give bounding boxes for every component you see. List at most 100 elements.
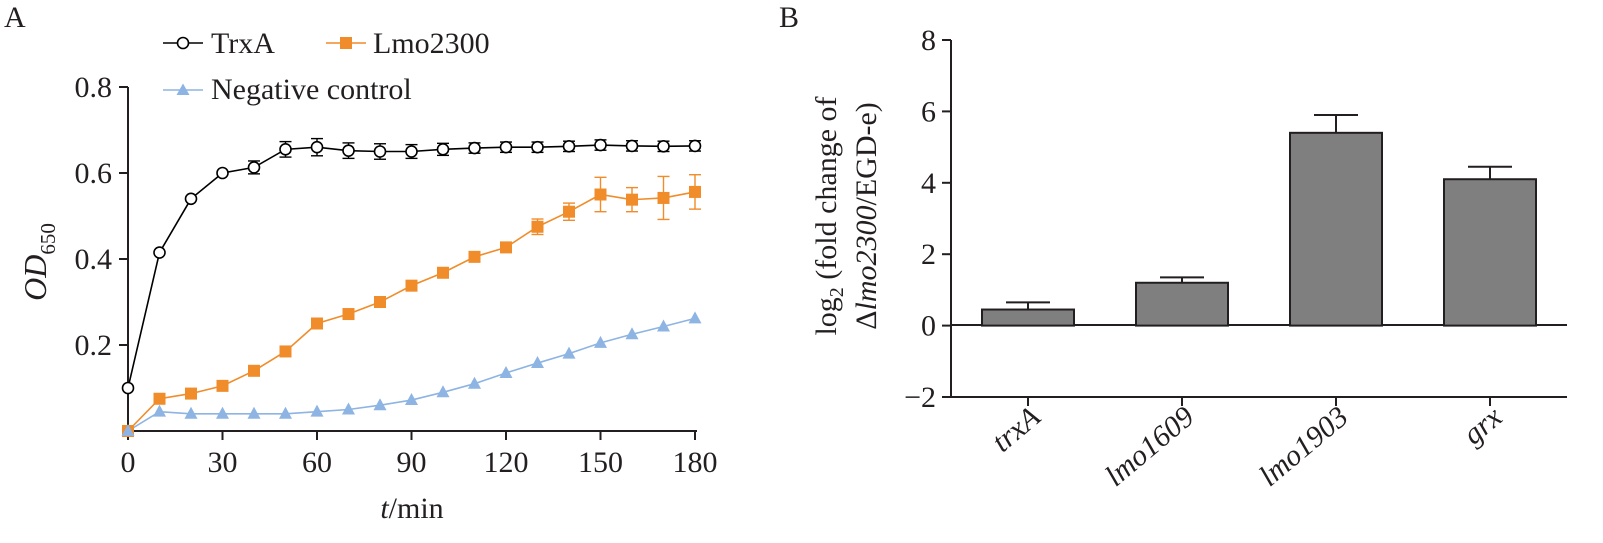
lmo2300-point	[594, 188, 607, 201]
trxa-point	[468, 141, 481, 155]
trxa-line	[127, 144, 696, 389]
trxa-point	[625, 139, 639, 153]
negative-control-point	[499, 365, 513, 378]
legend-entry-trxa: TrxA	[163, 27, 275, 60]
lmo2300-point	[374, 296, 386, 308]
panel-a-x-tick-label: 180	[673, 446, 718, 479]
panel-b-label: B	[779, 1, 799, 34]
trxa-point	[688, 139, 702, 153]
trxa-point	[562, 140, 576, 153]
panel-a-y-axis-label: OD650	[17, 223, 60, 301]
trxa-point	[121, 381, 135, 395]
panel-a: A 0 30 60 90 120 150 180 0.2 0.4 0.6 0.8 t/min OD6…	[4, 1, 718, 525]
panel-a-legend: TrxA Lmo2300 Negative control	[163, 27, 490, 106]
negative-control-point	[657, 319, 670, 332]
category-label-trxA: trxA	[986, 400, 1047, 459]
trxa-point	[247, 161, 261, 174]
legend-trxa-marker	[176, 36, 190, 50]
panel-a-x-tick-label: 0	[121, 446, 136, 479]
trxa-point	[153, 246, 166, 259]
legend-lmo2300-label: Lmo2300	[373, 27, 490, 60]
trxa-point	[405, 145, 418, 158]
lmo2300-point	[311, 317, 323, 330]
legend-negative-control-label: Negative control	[211, 73, 412, 106]
lmo2300-point	[279, 345, 292, 358]
panel-b-y-axis-label-subscript: 2	[826, 287, 848, 297]
bar-grx	[1443, 178, 1537, 327]
panel-a-x-tick-label: 150	[578, 446, 623, 479]
negative-control-point	[121, 424, 135, 436]
negative-control-point	[310, 404, 324, 417]
bar-trxA	[981, 308, 1075, 327]
negative-control-point	[688, 311, 702, 324]
panel-a-x-tick-label: 120	[484, 446, 529, 479]
trxa-point	[436, 143, 450, 156]
negative-control-point	[594, 335, 607, 348]
panel-b-tick-labels: −2 0 2 4 6 8	[904, 24, 936, 414]
panel-a-y-tick-label: 0.4	[75, 243, 113, 276]
panel-a-tick-labels: 0 30 60 90 120 150 180 0.2 0.4 0.6 0.8	[75, 71, 718, 479]
trxa-point	[531, 140, 544, 154]
panel-a-ticks	[119, 86, 696, 440]
panel-a-y-tick-label: 0.2	[75, 329, 113, 362]
trxa-point	[657, 140, 670, 153]
legend-entry-negative-control: Negative control	[163, 73, 412, 106]
category-label-grx: grx	[1457, 400, 1509, 451]
bar-lmo1903	[1289, 131, 1383, 327]
lmo2300-point	[216, 379, 229, 392]
panel-a-markers	[121, 138, 702, 437]
negative-control-point	[468, 376, 481, 389]
category-label-lmo1903: lmo1903	[1253, 400, 1355, 493]
panel-b-y-tick-label: 8	[921, 24, 936, 57]
lmo2300-point	[689, 185, 701, 198]
lmo2300-point	[248, 364, 260, 377]
lmo2300-point	[153, 392, 166, 405]
negative-control-point	[373, 398, 387, 411]
negative-control-point	[153, 404, 166, 417]
panel-a-y-axis-label-subscript: 650	[36, 223, 60, 255]
panel-a-x-tick-label: 60	[302, 446, 332, 479]
negative-control-point	[436, 385, 450, 398]
panel-a-x-tick-label: 30	[208, 446, 238, 479]
panel-a-label: A	[4, 1, 26, 34]
panel-b-category-labels: trxA lmo1609 lmo1903 grx	[986, 400, 1509, 493]
panel-b-y-tick-label: 6	[921, 95, 936, 128]
panel-a-x-axis-label-unit: /min	[389, 492, 444, 525]
legend-entry-lmo2300: Lmo2300	[326, 27, 490, 60]
category-label-lmo1609: lmo1609	[1099, 400, 1201, 493]
panel-b-y-tick-label: 0	[921, 310, 936, 343]
panel-b-y-axis-label-gene: lmo2300	[850, 206, 883, 311]
negative-control-point	[625, 327, 639, 340]
lmo2300-point	[531, 220, 544, 233]
panel-a-y-tick-label: 0.8	[75, 71, 113, 104]
trxa-point	[184, 192, 198, 206]
panel-b-y-axis-label-strain: /EGD-e)	[850, 102, 883, 205]
legend-trxa-label: TrxA	[211, 27, 275, 60]
panel-a-y-tick-label: 0.6	[75, 157, 113, 190]
trxa-point	[499, 140, 513, 154]
negative-control-line	[127, 317, 696, 432]
panel-b-y-tick-label: 2	[921, 238, 936, 271]
legend-negative-control-marker	[176, 83, 190, 95]
negative-control-point	[184, 406, 198, 419]
trxa-point	[373, 145, 387, 158]
trxa-point	[342, 144, 355, 157]
bar-lmo1609	[1135, 281, 1229, 327]
negative-control-point	[342, 402, 355, 415]
panel-b-y-axis-label-line2: Δlmo2300/EGD-e)	[850, 102, 883, 330]
panel-b-y-axis-label-delta: Δ	[850, 311, 883, 330]
lmo2300-point	[657, 191, 670, 204]
panel-a-y-axis-label-italic: OD	[17, 255, 53, 301]
negative-control-point	[247, 406, 261, 419]
lmo2300-point	[563, 205, 575, 218]
lmo2300-point	[468, 250, 481, 263]
negative-control-point	[405, 393, 418, 406]
lmo2300-point	[626, 193, 638, 206]
legend-lmo2300-marker	[340, 37, 352, 49]
trxa-point	[594, 138, 607, 152]
negative-control-point	[216, 406, 229, 419]
lmo2300-point	[500, 241, 512, 254]
panel-b-y-tick-label: 4	[921, 167, 936, 200]
panel-b-bars	[981, 131, 1537, 327]
